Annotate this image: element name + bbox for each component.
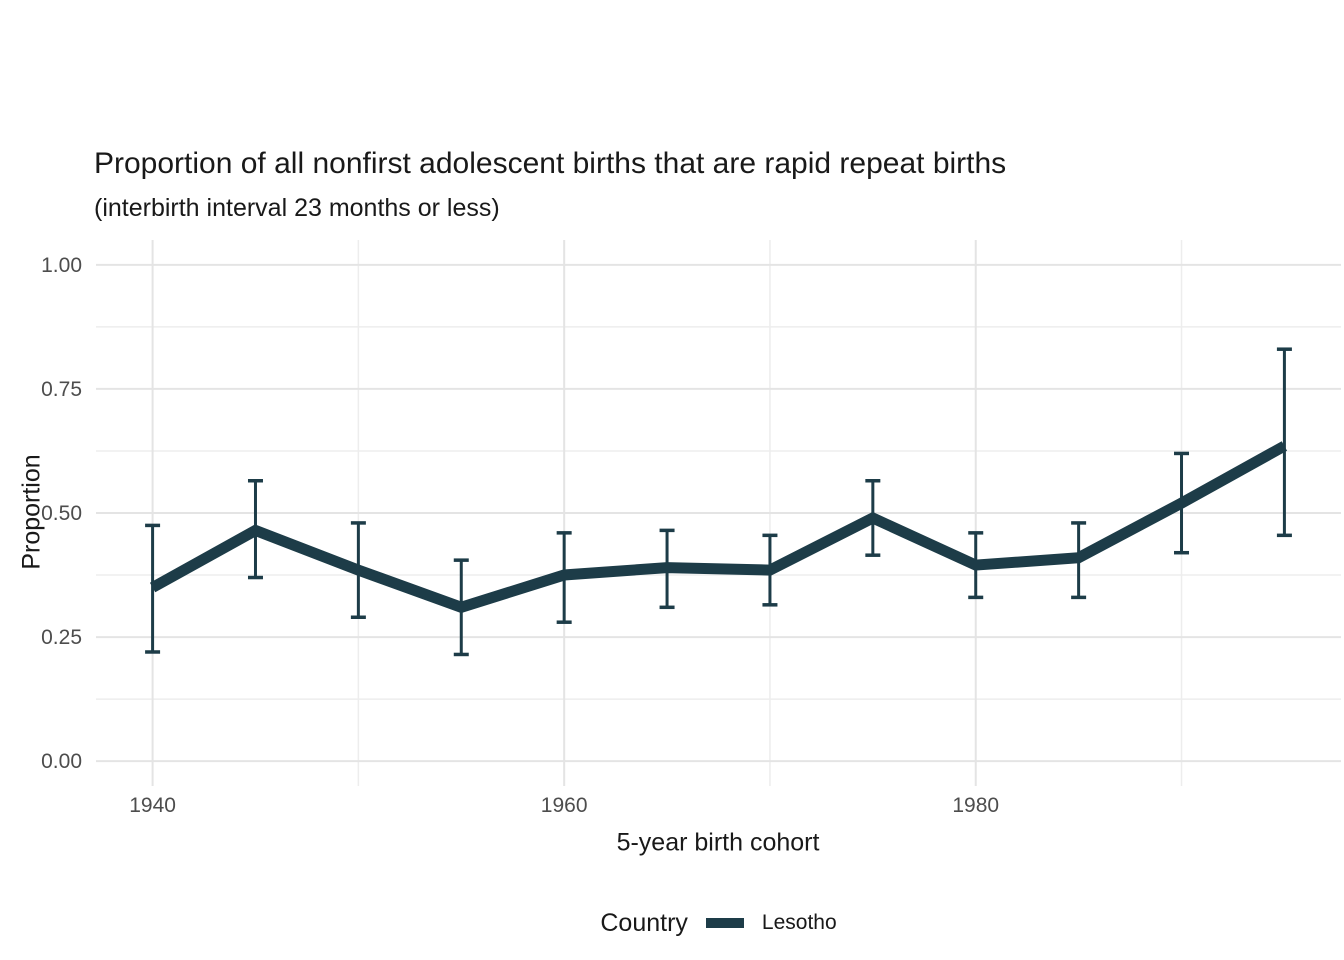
legend-item-label: Lesotho: [761, 911, 837, 934]
chart-title: Proportion of all nonfirst adolescent bi…: [94, 147, 1007, 180]
y-axis-title: Proportion: [17, 454, 46, 570]
series-line-lesotho: [149, 441, 1288, 614]
chart-subtitle: (interbirth interval 23 months or less): [94, 194, 500, 222]
x-axis-title: 5-year birth cohort: [616, 828, 820, 857]
legend-swatch-lesotho: [705, 918, 744, 928]
x-tick-label: 1960: [541, 794, 588, 817]
x-tick-label: 1980: [952, 794, 999, 817]
y-tick-label: 0.75: [41, 378, 82, 401]
legend: Country Lesotho: [96, 901, 1341, 945]
x-tick-label: 1940: [129, 794, 176, 817]
y-tick-label: 1.00: [41, 254, 82, 277]
y-tick-label: 0.50: [41, 502, 82, 525]
y-tick-label: 0.25: [41, 626, 82, 649]
y-tick-label: 0.00: [41, 750, 82, 773]
legend-title: Country: [600, 908, 688, 937]
